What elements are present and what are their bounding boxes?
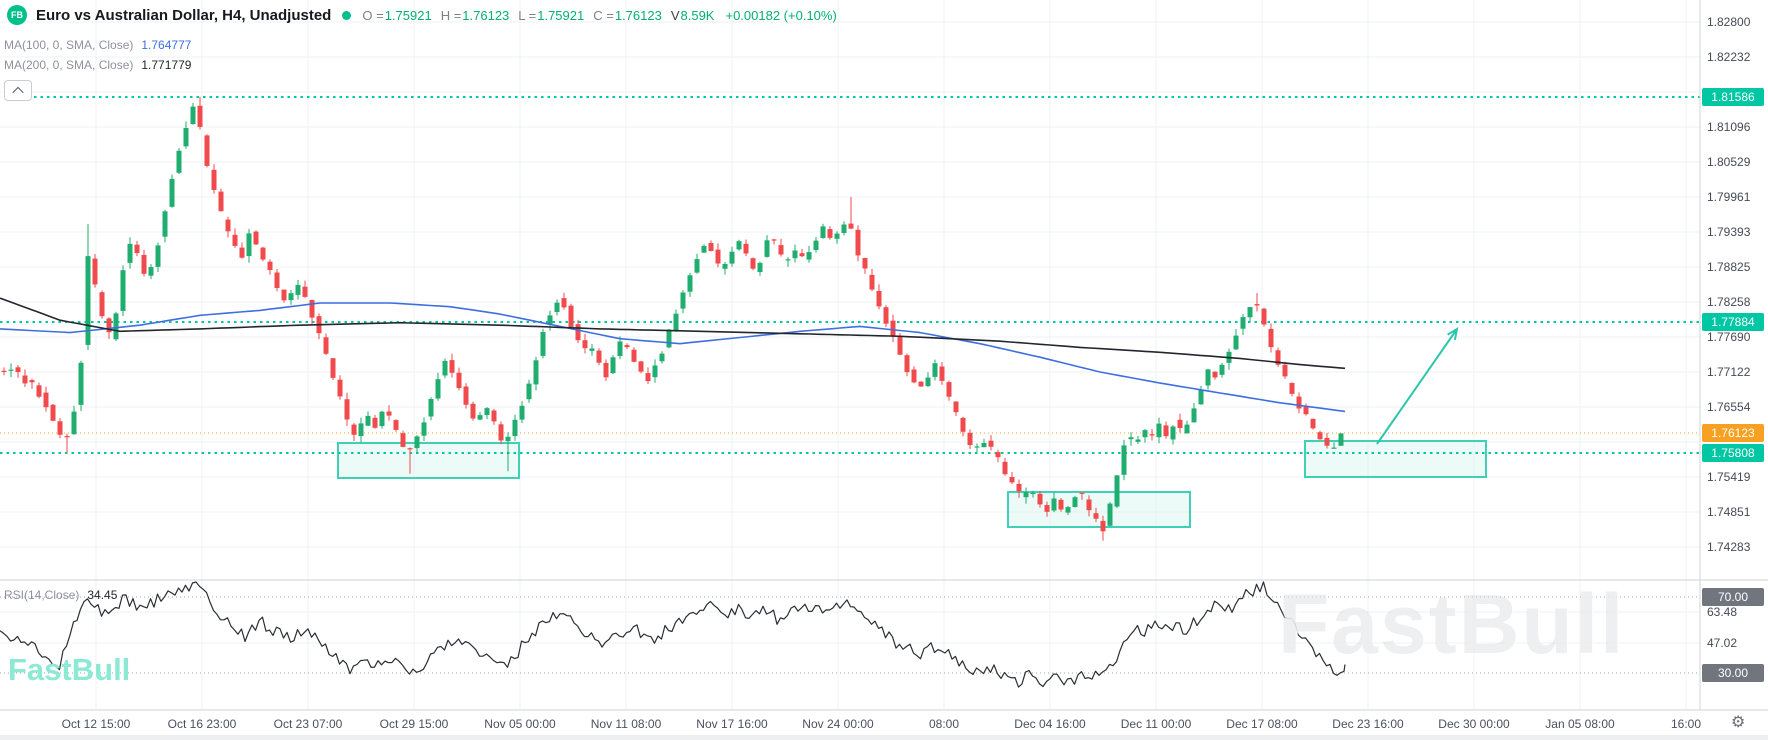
collapse-pane-button[interactable] bbox=[4, 80, 32, 101]
close-label: C = bbox=[593, 7, 614, 23]
timezone-settings-gear-icon[interactable]: ⚙ bbox=[1731, 714, 1746, 731]
rsi-level-badge: 30.00 bbox=[1702, 664, 1764, 682]
rsi-line[interactable] bbox=[0, 581, 1346, 688]
price-level-lines[interactable] bbox=[0, 96, 1700, 454]
open-value: 1.75921 bbox=[384, 7, 432, 23]
pane-separators[interactable] bbox=[0, 0, 1768, 711]
open-label: O = bbox=[362, 7, 384, 23]
price-level-badge: 1.81586 bbox=[1702, 88, 1764, 106]
fastbull-ghost-watermark: FastBull bbox=[1278, 577, 1626, 671]
chart-header: FB Euro vs Australian Dollar, H4, Unadju… bbox=[7, 5, 837, 25]
rsi-axis-tick: 47.02 bbox=[1707, 636, 1738, 650]
high-value: 1.76123 bbox=[462, 7, 510, 23]
price-axis-tick: 1.78258 bbox=[1707, 295, 1751, 309]
price-axis-tick: 1.77122 bbox=[1707, 365, 1751, 379]
time-axis-label: Oct 29 15:00 bbox=[379, 717, 449, 731]
rsi-label: RSI(14,Close) bbox=[4, 588, 80, 602]
candles bbox=[1, 96, 1344, 541]
chevron-up-icon bbox=[12, 86, 24, 98]
time-axis-label: Oct 12 15:00 bbox=[61, 717, 131, 731]
price-axis-tick: 1.74851 bbox=[1707, 505, 1751, 519]
rsi-level-badge: 70.00 bbox=[1702, 588, 1764, 606]
time-axis-label: Jan 05 08:00 bbox=[1545, 717, 1615, 731]
rsi-level-lines bbox=[0, 596, 1700, 674]
low-label: L = bbox=[518, 7, 537, 23]
fastbull-logo-icon: FB bbox=[7, 5, 27, 25]
time-axis-label: Oct 23 07:00 bbox=[273, 717, 343, 731]
close-value: 1.76123 bbox=[614, 7, 662, 23]
market-status-dot-icon bbox=[342, 10, 352, 20]
price-axis-tick: 1.80529 bbox=[1707, 155, 1751, 169]
price-axis-tick: 1.81096 bbox=[1707, 120, 1751, 134]
price-axis-tick: 1.77690 bbox=[1707, 330, 1751, 344]
ma200-label: MA(200, 0, SMA, Close) bbox=[4, 58, 134, 72]
volume-value: 8.59K bbox=[680, 7, 715, 23]
symbol-title[interactable]: Euro vs Australian Dollar, H4, Unadjuste… bbox=[36, 6, 332, 24]
time-axis-label: 16:00 bbox=[1670, 717, 1702, 731]
time-axis-label: Oct 16 23:00 bbox=[167, 717, 237, 731]
fastbull-brand-logo: FastBull bbox=[8, 652, 131, 687]
price-axis-tick: 1.78825 bbox=[1707, 260, 1751, 274]
rsi-value: 34.45 bbox=[87, 588, 118, 602]
rsi-legend[interactable]: RSI(14,Close) 34.45 bbox=[4, 588, 117, 602]
ma200-legend[interactable]: MA(200, 0, SMA, Close) 1.771779 bbox=[4, 58, 191, 72]
volume-label: V bbox=[670, 7, 680, 23]
ma100-label: MA(100, 0, SMA, Close) bbox=[4, 38, 134, 52]
time-axis-label: Dec 17 08:00 bbox=[1226, 717, 1298, 731]
price-axis-tick: 1.79961 bbox=[1707, 190, 1751, 204]
rsi-axis-tick: 63.48 bbox=[1707, 605, 1738, 619]
ma200-line[interactable] bbox=[0, 297, 1346, 370]
time-axis-label: Dec 04 16:00 bbox=[1014, 717, 1086, 731]
bottom-strip bbox=[0, 735, 1768, 740]
price-axis-tick: 1.82232 bbox=[1707, 50, 1751, 64]
price-axis-tick: 1.82800 bbox=[1707, 15, 1751, 29]
price-level-badge: 1.75808 bbox=[1702, 444, 1764, 462]
low-value: 1.75921 bbox=[537, 7, 585, 23]
projection-arrow[interactable] bbox=[1376, 326, 1459, 445]
support-zones[interactable] bbox=[337, 440, 1487, 528]
change-value: +0.00182 (+0.10%) bbox=[725, 7, 837, 23]
ma100-line[interactable] bbox=[0, 302, 1346, 413]
price-axis-tick: 1.76554 bbox=[1707, 400, 1751, 414]
ma100-legend[interactable]: MA(100, 0, SMA, Close) 1.764777 bbox=[4, 38, 191, 52]
time-axis-label: Dec 23 16:00 bbox=[1332, 717, 1404, 731]
time-axis-label: Nov 24 00:00 bbox=[802, 717, 874, 731]
ma200-value: 1.771779 bbox=[141, 58, 192, 72]
time-axis-label: Dec 30 00:00 bbox=[1438, 717, 1510, 731]
high-label: H = bbox=[440, 7, 462, 23]
price-level-badge: 1.76123 bbox=[1702, 424, 1764, 442]
price-level-badge: 1.77884 bbox=[1702, 313, 1764, 331]
time-axis-label: 08:00 bbox=[928, 717, 960, 731]
price-axis-tick: 1.74283 bbox=[1707, 540, 1751, 554]
price-axis-tick: 1.79393 bbox=[1707, 225, 1751, 239]
time-axis-label: Nov 17 16:00 bbox=[696, 717, 768, 731]
time-axis-label: Nov 11 08:00 bbox=[590, 717, 662, 731]
time-axis-label: Dec 11 00:00 bbox=[1120, 717, 1192, 731]
ma100-value: 1.764777 bbox=[141, 38, 192, 52]
time-axis-label: Nov 05 00:00 bbox=[484, 717, 556, 731]
price-axis-tick: 1.75419 bbox=[1707, 470, 1751, 484]
